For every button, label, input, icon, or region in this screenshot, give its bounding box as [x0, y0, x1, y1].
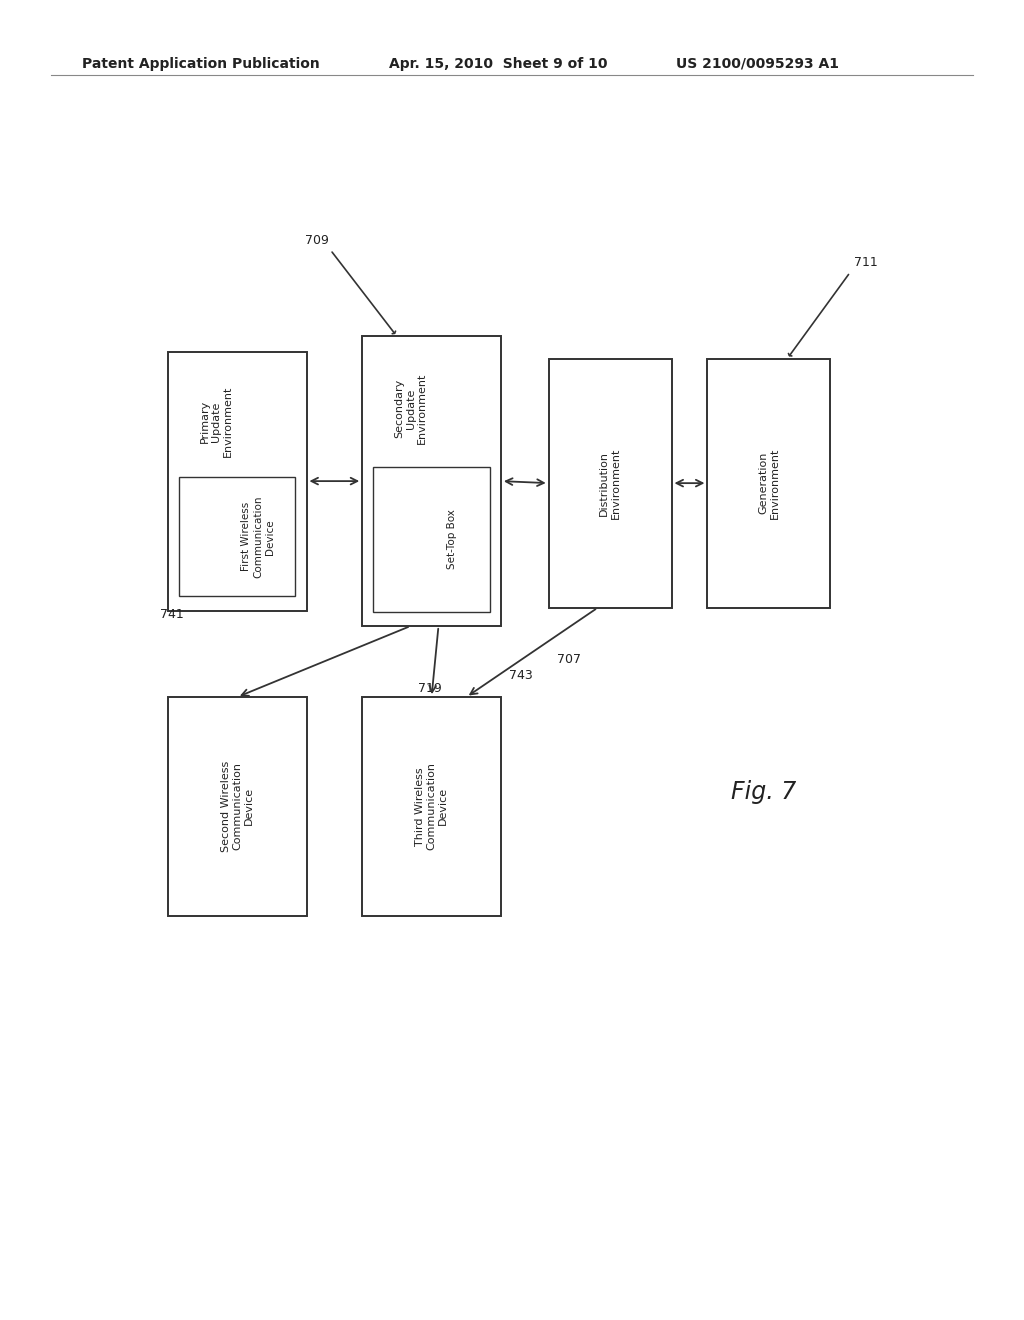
Bar [168, 697, 306, 916]
Text: 743: 743 [509, 669, 532, 682]
Text: Patent Application Publication: Patent Application Publication [82, 57, 319, 71]
Bar [362, 697, 501, 916]
Text: 707: 707 [557, 653, 581, 667]
Bar [168, 351, 306, 611]
Text: 719: 719 [418, 682, 441, 694]
Text: Apr. 15, 2010  Sheet 9 of 10: Apr. 15, 2010 Sheet 9 of 10 [389, 57, 607, 71]
Bar [362, 337, 501, 626]
Bar [708, 359, 830, 607]
Text: Distribution
Environment: Distribution Environment [599, 447, 621, 519]
Text: Generation
Environment: Generation Environment [758, 447, 779, 519]
Text: Fig. 7: Fig. 7 [731, 780, 797, 804]
Text: Secondary
Update
Environment: Secondary Update Environment [394, 374, 427, 445]
Text: Primary
Update
Environment: Primary Update Environment [200, 385, 232, 457]
Text: US 2100/0095293 A1: US 2100/0095293 A1 [676, 57, 839, 71]
Text: 711: 711 [854, 256, 878, 269]
Text: Set-Top Box: Set-Top Box [447, 510, 458, 569]
Text: Second Wireless
Communication
Device: Second Wireless Communication Device [220, 760, 254, 851]
Text: 741: 741 [160, 609, 183, 620]
Text: First Wireless
Communication
Device: First Wireless Communication Device [242, 495, 274, 578]
Text: Third Wireless
Communication
Device: Third Wireless Communication Device [415, 763, 449, 850]
Bar [549, 359, 672, 607]
Bar [373, 467, 489, 611]
Bar [179, 478, 296, 597]
Text: 709: 709 [305, 234, 329, 247]
